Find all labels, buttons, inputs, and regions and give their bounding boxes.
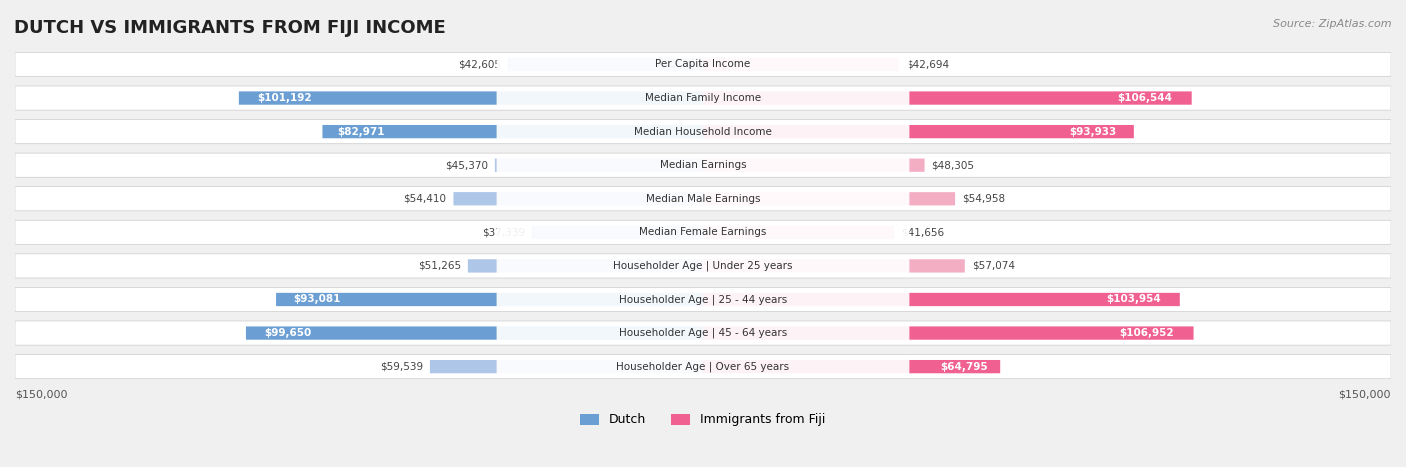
FancyBboxPatch shape xyxy=(430,360,703,373)
FancyBboxPatch shape xyxy=(496,225,910,240)
FancyBboxPatch shape xyxy=(239,92,703,105)
FancyBboxPatch shape xyxy=(496,325,910,341)
FancyBboxPatch shape xyxy=(496,292,910,307)
FancyBboxPatch shape xyxy=(703,259,965,273)
FancyBboxPatch shape xyxy=(703,58,898,71)
FancyBboxPatch shape xyxy=(703,125,1133,138)
Text: Householder Age | 25 - 44 years: Householder Age | 25 - 44 years xyxy=(619,294,787,305)
FancyBboxPatch shape xyxy=(15,187,1391,211)
FancyBboxPatch shape xyxy=(703,326,1194,340)
Text: Median Female Earnings: Median Female Earnings xyxy=(640,227,766,237)
Text: $42,694: $42,694 xyxy=(905,59,949,70)
Text: $82,971: $82,971 xyxy=(337,127,385,137)
FancyBboxPatch shape xyxy=(15,52,1391,77)
FancyBboxPatch shape xyxy=(531,226,703,239)
Text: $93,081: $93,081 xyxy=(292,295,340,304)
Text: $103,954: $103,954 xyxy=(1107,295,1161,304)
FancyBboxPatch shape xyxy=(496,157,910,173)
FancyBboxPatch shape xyxy=(496,191,910,206)
FancyBboxPatch shape xyxy=(496,359,910,375)
FancyBboxPatch shape xyxy=(15,321,1391,345)
Text: $99,650: $99,650 xyxy=(264,328,312,338)
FancyBboxPatch shape xyxy=(495,159,703,172)
FancyBboxPatch shape xyxy=(15,287,1391,311)
FancyBboxPatch shape xyxy=(15,153,1391,177)
Text: Source: ZipAtlas.com: Source: ZipAtlas.com xyxy=(1274,19,1392,28)
FancyBboxPatch shape xyxy=(508,58,703,71)
Text: Median Household Income: Median Household Income xyxy=(634,127,772,137)
FancyBboxPatch shape xyxy=(276,293,703,306)
FancyBboxPatch shape xyxy=(246,326,703,340)
Text: $48,305: $48,305 xyxy=(931,160,974,170)
Text: $54,410: $54,410 xyxy=(404,194,447,204)
Text: $106,544: $106,544 xyxy=(1118,93,1173,103)
FancyBboxPatch shape xyxy=(496,57,910,72)
Text: $150,000: $150,000 xyxy=(15,389,67,399)
FancyBboxPatch shape xyxy=(15,354,1391,379)
Text: $54,958: $54,958 xyxy=(962,194,1005,204)
FancyBboxPatch shape xyxy=(496,124,910,139)
Text: Median Earnings: Median Earnings xyxy=(659,160,747,170)
Text: $37,339: $37,339 xyxy=(482,227,524,237)
Text: Householder Age | Under 25 years: Householder Age | Under 25 years xyxy=(613,261,793,271)
Legend: Dutch, Immigrants from Fiji: Dutch, Immigrants from Fiji xyxy=(575,409,831,432)
FancyBboxPatch shape xyxy=(15,120,1391,144)
FancyBboxPatch shape xyxy=(468,259,703,273)
Text: $59,539: $59,539 xyxy=(380,361,423,372)
Text: Householder Age | Over 65 years: Householder Age | Over 65 years xyxy=(616,361,790,372)
Text: $150,000: $150,000 xyxy=(1339,389,1391,399)
FancyBboxPatch shape xyxy=(496,258,910,274)
FancyBboxPatch shape xyxy=(703,92,1192,105)
Text: Per Capita Income: Per Capita Income xyxy=(655,59,751,70)
Text: Median Family Income: Median Family Income xyxy=(645,93,761,103)
FancyBboxPatch shape xyxy=(496,90,910,106)
Text: $51,265: $51,265 xyxy=(418,261,461,271)
FancyBboxPatch shape xyxy=(15,220,1391,244)
FancyBboxPatch shape xyxy=(322,125,703,138)
Text: $101,192: $101,192 xyxy=(257,93,312,103)
Text: Median Male Earnings: Median Male Earnings xyxy=(645,194,761,204)
FancyBboxPatch shape xyxy=(454,192,703,205)
FancyBboxPatch shape xyxy=(15,86,1391,110)
FancyBboxPatch shape xyxy=(15,254,1391,278)
Text: $93,933: $93,933 xyxy=(1070,127,1116,137)
Text: $57,074: $57,074 xyxy=(972,261,1015,271)
FancyBboxPatch shape xyxy=(703,192,955,205)
FancyBboxPatch shape xyxy=(703,159,925,172)
FancyBboxPatch shape xyxy=(703,293,1180,306)
Text: $45,370: $45,370 xyxy=(446,160,488,170)
Text: $42,605: $42,605 xyxy=(458,59,501,70)
Text: Householder Age | 45 - 64 years: Householder Age | 45 - 64 years xyxy=(619,328,787,338)
Text: $41,656: $41,656 xyxy=(901,227,943,237)
Text: $106,952: $106,952 xyxy=(1119,328,1174,338)
Text: $64,795: $64,795 xyxy=(941,361,988,372)
FancyBboxPatch shape xyxy=(703,360,1000,373)
FancyBboxPatch shape xyxy=(703,226,894,239)
Text: DUTCH VS IMMIGRANTS FROM FIJI INCOME: DUTCH VS IMMIGRANTS FROM FIJI INCOME xyxy=(14,19,446,37)
